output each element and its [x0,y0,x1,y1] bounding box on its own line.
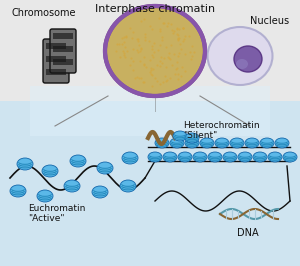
Text: Euchromatin
"Active": Euchromatin "Active" [28,204,86,223]
FancyBboxPatch shape [30,86,270,136]
Bar [53,33,73,39]
Ellipse shape [200,138,214,148]
Ellipse shape [173,131,187,141]
Ellipse shape [185,138,199,148]
Ellipse shape [42,165,58,177]
FancyBboxPatch shape [0,101,300,266]
Text: Heterochromatin
"Silent": Heterochromatin "Silent" [183,121,260,140]
FancyBboxPatch shape [43,39,69,83]
Ellipse shape [178,152,192,162]
Ellipse shape [260,138,274,148]
Ellipse shape [64,180,80,192]
Ellipse shape [223,152,237,162]
Ellipse shape [97,162,113,174]
Ellipse shape [122,152,138,164]
Ellipse shape [148,152,162,162]
Text: Nucleus: Nucleus [250,16,290,26]
Ellipse shape [37,190,53,202]
Ellipse shape [208,152,222,162]
Ellipse shape [170,138,184,148]
Ellipse shape [208,27,272,85]
Ellipse shape [236,59,248,69]
Ellipse shape [105,6,205,96]
Ellipse shape [163,152,177,162]
Text: DNA: DNA [237,228,259,238]
Ellipse shape [120,180,136,192]
Bar [46,43,66,49]
Bar [53,59,73,65]
Text: Interphase chromatin: Interphase chromatin [95,4,215,14]
Ellipse shape [268,152,282,162]
Ellipse shape [155,138,169,148]
Ellipse shape [245,138,259,148]
Ellipse shape [275,138,289,148]
Ellipse shape [234,46,262,72]
FancyBboxPatch shape [0,0,300,111]
Ellipse shape [283,152,297,162]
Bar [46,69,66,75]
Bar [46,56,66,62]
Ellipse shape [253,152,267,162]
Text: Chromosome: Chromosome [12,8,76,18]
Ellipse shape [17,158,33,170]
Ellipse shape [238,152,252,162]
Ellipse shape [215,138,229,148]
Ellipse shape [230,138,244,148]
Ellipse shape [185,133,199,143]
Ellipse shape [193,152,207,162]
FancyBboxPatch shape [50,29,76,73]
Ellipse shape [70,155,86,167]
Ellipse shape [10,185,26,197]
Bar [53,46,73,52]
Ellipse shape [92,186,108,198]
